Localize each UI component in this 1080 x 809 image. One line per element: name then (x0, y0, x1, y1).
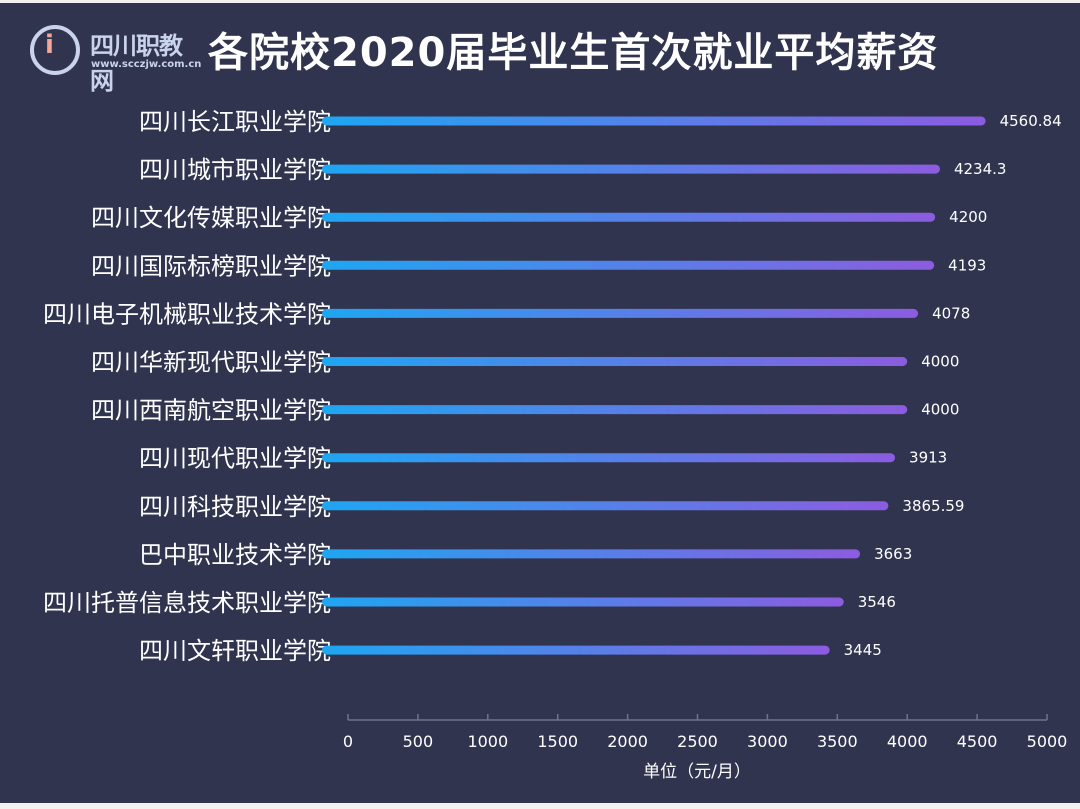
value-label: 4200 (949, 208, 987, 226)
bar (322, 549, 861, 559)
x-tick-label: 1000 (467, 732, 508, 751)
value-label: 3913 (909, 449, 947, 467)
logo-emblem-icon (30, 25, 80, 75)
logo: ⅰ 四川职教网 www.scczjw.com.cn (30, 22, 202, 95)
value-label: 4234.3 (954, 160, 1007, 178)
x-tick-label: 5000 (1027, 732, 1068, 751)
chart-title: 各院校2020届毕业生首次就业平均薪资 (208, 30, 939, 76)
value-label: 3546 (858, 593, 896, 611)
bar (322, 597, 844, 607)
logo-url: www.scczjw.com.cn (91, 59, 202, 70)
value-label: 4560.84 (1000, 112, 1062, 130)
x-tick-label: 2500 (677, 732, 718, 751)
category-label: 四川现代职业学院 (139, 445, 331, 473)
x-tick-label: 500 (403, 732, 434, 751)
x-tick-label: 2000 (607, 732, 648, 751)
value-label: 3865.59 (902, 497, 964, 515)
value-label: 4193 (948, 256, 986, 274)
logo-name: 四川职教网 (90, 32, 183, 95)
category-label: 四川国际标榜职业学院 (91, 252, 331, 280)
category-label: 四川长江职业学院 (139, 108, 331, 136)
x-tick-label: 0 (343, 732, 353, 751)
bar (322, 645, 830, 655)
bar (322, 453, 896, 463)
value-label: 4000 (921, 353, 959, 371)
value-label: 4000 (921, 401, 959, 419)
x-tick-label: 4000 (887, 732, 928, 751)
value-label: 4078 (932, 304, 970, 322)
x-tick-label: 4500 (957, 732, 998, 751)
bar (322, 308, 919, 318)
bar (322, 357, 908, 366)
bar (322, 260, 935, 270)
category-label: 四川华新现代职业学院 (91, 349, 331, 377)
x-axis-label: 单位（元/月） (643, 762, 751, 782)
category-label: 四川科技职业学院 (139, 493, 331, 521)
bar (322, 405, 908, 415)
logo-mark-icon: ⅰ (45, 30, 54, 60)
value-label: 3445 (844, 641, 882, 659)
bar (322, 116, 986, 126)
x-tick-label: 1500 (537, 732, 578, 751)
bar (322, 501, 889, 511)
x-tick-label: 3000 (747, 732, 788, 751)
category-label: 四川电子机械职业技术学院 (43, 300, 331, 328)
category-label: 四川文轩职业学院 (139, 637, 331, 665)
bar (322, 164, 940, 174)
value-label: 3663 (874, 545, 912, 563)
category-label: 四川托普信息技术职业学院 (43, 589, 331, 617)
category-label: 四川西南航空职业学院 (91, 397, 331, 425)
chart-panel (0, 3, 1080, 803)
bar (322, 212, 936, 222)
category-label: 四川城市职业学院 (139, 156, 331, 184)
category-label: 巴中职业技术学院 (139, 541, 331, 569)
category-label: 四川文化传媒职业学院 (91, 204, 331, 232)
x-tick-label: 3500 (817, 732, 858, 751)
